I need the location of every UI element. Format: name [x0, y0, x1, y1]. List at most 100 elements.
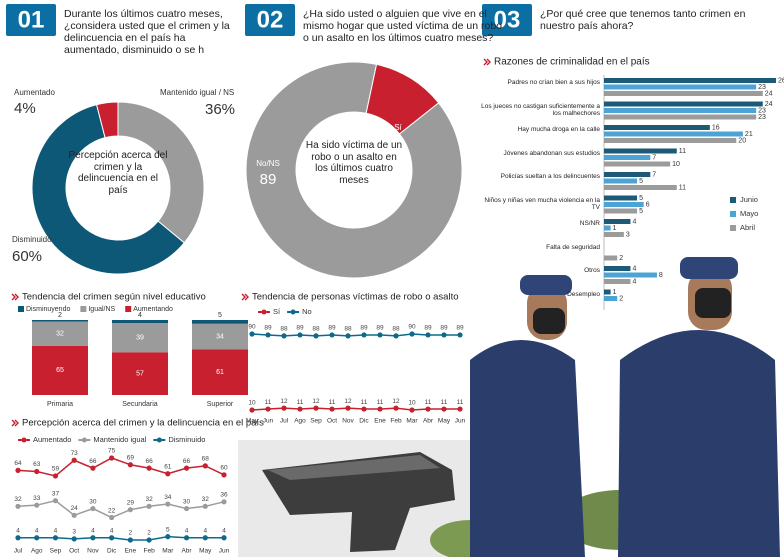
x-tick-label: Secundaria — [122, 401, 158, 408]
series-point — [183, 465, 190, 471]
bar — [604, 172, 651, 177]
series-line — [17, 499, 225, 519]
slice-name: No/NS — [256, 159, 280, 168]
point-value: 30 — [183, 498, 191, 505]
point-value: 11 — [329, 399, 336, 406]
section-badge — [482, 4, 532, 36]
series-point — [52, 473, 59, 479]
point-value: 4 — [110, 527, 114, 534]
bar — [604, 78, 776, 83]
point-value: 90 — [408, 324, 416, 331]
bar — [604, 101, 763, 107]
series-point — [52, 535, 59, 541]
bar — [604, 195, 638, 201]
bar-value: 11 — [679, 148, 686, 155]
legend-label: Mantenido igual — [93, 435, 146, 444]
series-point — [345, 333, 351, 339]
legend-dot — [156, 437, 162, 443]
point-value: 2 — [129, 530, 133, 537]
series-point — [15, 503, 21, 509]
x-tick-label: May — [199, 548, 212, 555]
point-value: 32 — [202, 496, 210, 503]
point-value: 89 — [456, 325, 464, 332]
bar — [604, 178, 638, 184]
series-point — [249, 407, 255, 413]
point-value: 34 — [164, 494, 172, 501]
point-value: 66 — [89, 458, 97, 465]
series-point — [165, 501, 171, 507]
segment-value: 34 — [216, 333, 224, 340]
chart-title: Tendencia de personas víctimas de robo o… — [252, 292, 459, 303]
x-tick-label: Jun — [263, 418, 274, 425]
bar — [604, 131, 743, 137]
bar — [604, 185, 677, 190]
point-value: 30 — [89, 498, 97, 505]
series-point — [109, 455, 115, 461]
point-value: 12 — [280, 398, 288, 405]
slice-name: Aumentado — [14, 88, 55, 97]
series-point — [15, 467, 21, 473]
point-value: 12 — [312, 398, 320, 405]
section-question: ¿Ha sido usted o alguien que vive en el … — [303, 8, 503, 45]
bar — [604, 125, 710, 130]
series-point — [146, 503, 152, 509]
x-tick-label: Dic — [107, 548, 117, 555]
bar-segment — [32, 321, 88, 346]
section-badge — [6, 4, 56, 36]
bar-value: 23 — [758, 84, 766, 91]
x-tick-label: Sep — [50, 548, 62, 555]
bar-segment — [192, 349, 248, 395]
series-line — [251, 333, 460, 337]
point-value: 66 — [145, 458, 153, 465]
bar-value: 7 — [652, 155, 656, 162]
legend-dot — [261, 309, 267, 315]
x-tick-label: Abr — [423, 418, 434, 425]
slice-name: Sí — [394, 123, 402, 132]
segment-value: 61 — [216, 369, 224, 376]
point-value: 4 — [203, 527, 207, 534]
point-value: 11 — [361, 399, 368, 406]
point-value: 68 — [202, 456, 210, 463]
x-tick-label: Jun — [219, 548, 230, 555]
legend-swatch — [125, 306, 132, 312]
point-value: 11 — [297, 399, 304, 406]
series-point — [361, 406, 367, 412]
x-tick-label: Mar — [162, 548, 174, 555]
bar — [604, 279, 631, 284]
bar-value: 26 — [778, 78, 784, 85]
bar-segment — [32, 320, 88, 322]
bar-value: 1 — [613, 225, 617, 232]
point-value: 36 — [220, 492, 228, 499]
bar-segment — [192, 320, 248, 324]
legend-dot — [21, 437, 27, 443]
point-value: 11 — [425, 399, 432, 406]
series-point — [425, 406, 431, 412]
slice-value: 36% — [205, 101, 235, 118]
bar-segment — [112, 352, 168, 395]
point-value: 88 — [392, 326, 400, 333]
series-point — [361, 332, 367, 338]
bar-value: 5 — [639, 178, 643, 185]
bar-value: 1 — [613, 289, 617, 296]
bar-value: 4 — [632, 219, 636, 226]
series-point — [297, 406, 303, 412]
bar — [604, 225, 611, 231]
legend-label: Junio — [740, 195, 758, 204]
chevron — [11, 419, 19, 427]
series-point — [202, 463, 208, 469]
x-tick-label: Mar — [406, 418, 418, 425]
x-tick-label: Ago — [294, 418, 306, 425]
gun-photo — [238, 440, 470, 557]
bar — [604, 219, 631, 224]
x-tick-label: Ene — [125, 548, 137, 555]
segment-value: 5 — [218, 312, 222, 319]
series-point — [183, 505, 190, 512]
series-point — [71, 536, 77, 542]
series-point — [165, 471, 171, 477]
series-point — [457, 406, 463, 412]
point-value: 89 — [376, 325, 384, 332]
point-value: 69 — [127, 454, 135, 461]
series-point — [202, 503, 208, 509]
point-value: 29 — [127, 499, 135, 506]
